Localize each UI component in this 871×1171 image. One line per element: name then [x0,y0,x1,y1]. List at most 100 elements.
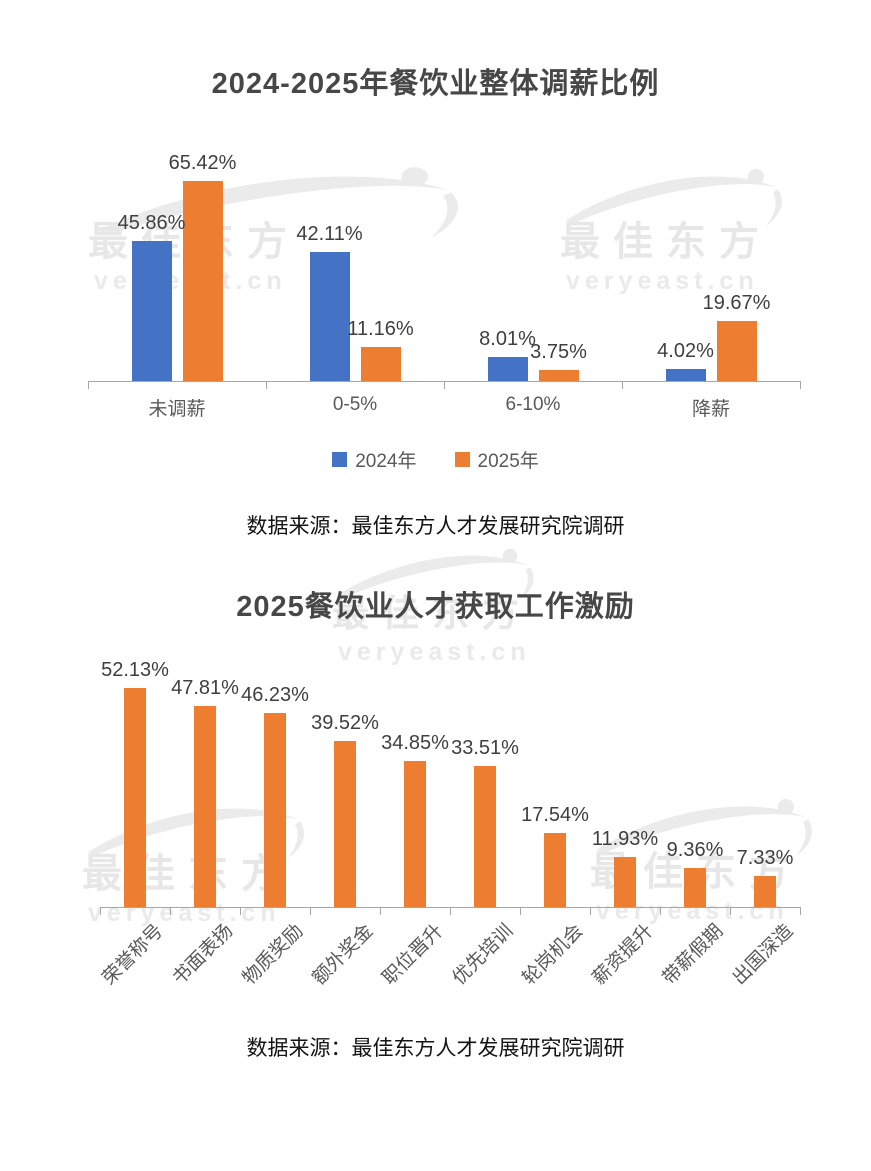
chart1-title: 2024-2025年餐饮业整体调薪比例 [211,68,660,100]
category-label: 书面表扬 [168,920,238,990]
category-label: 荣誉称号 [98,920,168,990]
bar-slot: 11.93% [592,676,658,907]
bar-2025-书面表扬 [194,706,216,907]
legend-swatch-icon [454,452,470,467]
category-label: 0-5% [332,394,378,415]
bar-group: 11.93% 薪资提升 [589,676,660,989]
axis-tick [800,381,801,389]
category-label: 职位晋升 [378,920,448,990]
value-label: 11.16% [347,317,414,340]
bar-2024年-0-5% [309,252,350,381]
bar-slot: 52.13% [101,659,169,907]
bar-slot: 33.51% [451,676,519,907]
category-label: 未调薪 [148,399,206,420]
value-label: 8.01% [479,327,536,350]
axis-tick [380,907,381,915]
value-label: 52.13% [101,659,169,682]
value-label: 47.81% [171,677,239,700]
bar-slot: 8.01% [479,167,536,381]
axis-tick [444,381,445,389]
category-label: 出国深造 [728,920,798,990]
legend-item-2025年: 2025年 [454,446,539,473]
bar-group: 9.36% 带薪假期 [659,676,730,989]
bar-group: 45.86% 65.42% 未调薪 [88,152,266,420]
value-label: 34.85% [381,731,449,754]
bar-slot: 65.42% [169,152,236,381]
bar-2025年-降薪 [716,320,757,381]
value-label: 4.02% [657,339,714,362]
axis-tick [240,907,241,915]
value-label: 3.75% [530,340,587,363]
bar-2025-优先培训 [474,766,496,907]
bar-slot: 34.85% [381,676,449,907]
bar-slot: 45.86% [118,167,185,381]
legend-label: 2025年 [477,451,539,472]
bar-2025年-未调薪 [182,181,223,381]
bar-slot: 3.75% [530,167,587,381]
bar-2025-带薪假期 [684,867,706,907]
category-label: 优先培训 [448,920,518,990]
bar-group: 7.33% 出国深造 [729,676,800,989]
bar-2025-职位晋升 [404,760,426,907]
bar-group: 46.23% 物质奖励 [239,676,310,989]
chart1-legend: 2024年 2025年 [0,446,871,473]
value-label: 33.51% [451,737,519,760]
bar-slot: 11.16% [347,167,414,381]
bar-group: 34.85% 职位晋升 [379,676,450,990]
axis-tick [100,907,101,915]
bar-group: 39.52% 额外奖金 [309,676,380,989]
chart2-plot-area: 52.13% 荣誉称号 47.81% 书面表扬 46.23% 物质奖励 39.52% 额外奖金… [99,659,801,990]
axis-tick [310,907,311,915]
axis-tick [730,907,731,915]
category-label: 薪资提升 [588,920,658,990]
watermark-domain: veryeast.cn [338,637,531,666]
value-label: 46.23% [241,683,309,706]
bar-group: 42.11% 11.16% 0-5% [266,167,444,415]
bar-group: 17.54% 轮岗机会 [519,676,590,989]
category-label: 物质奖励 [238,920,308,990]
bar-2025-薪资提升 [614,856,636,907]
bar-slot: 39.52% [311,676,379,907]
bar-slot: 46.23% [241,676,309,907]
category-label: 额外奖金 [308,920,378,990]
bar-2024年-降薪 [665,368,706,381]
axis-tick [170,907,171,915]
value-label: 17.54% [521,804,589,827]
bar-slot: 47.81% [171,676,239,907]
value-label: 39.52% [311,712,379,734]
legend-swatch-icon [332,452,348,467]
value-label: 11.93% [591,827,659,850]
chart2-source: 数据来源：最佳东方人才发展研究院调研 [246,1037,625,1060]
axis-tick [660,907,661,915]
bar-group: 8.01% 3.75% 6-10% [444,167,622,416]
bar-2025年-0-5% [360,346,401,381]
legend-label: 2024年 [355,451,417,472]
bar-slot: 17.54% [521,676,589,907]
value-label: 65.42% [168,152,237,174]
axis-tick [622,381,623,389]
value-label: 7.33% [736,847,794,870]
bar-slot: 7.33% [737,676,793,907]
axis-tick [266,381,267,389]
bar-slot: 9.36% [667,676,723,907]
category-label: 带薪假期 [658,920,728,990]
bar-2025-物质奖励 [264,712,286,907]
category-label: 6-10% [505,394,561,415]
bar-2025-额外奖金 [334,741,356,907]
bar-2025年-6-10% [538,369,579,381]
bar-group: 47.81% 书面表扬 [169,676,240,989]
bar-2024年-6-10% [487,356,528,381]
chart1-plot-area: 45.86% 65.42% 未调薪 42.11% 11.16% 0-5% 8.01% 3.75… [88,152,801,420]
legend-item-2024年: 2024年 [332,446,417,473]
bar-group: 33.51% 优先培训 [449,676,520,989]
axis-tick [88,381,89,389]
bar-slot: 42.11% [296,167,363,381]
bar-2025-荣誉称号 [124,688,146,907]
bar-group: 52.13% 荣誉称号 [99,659,170,989]
category-label: 降薪 [691,399,730,420]
value-label: 19.67% [702,291,771,314]
category-label: 轮岗机会 [518,920,588,990]
chart2-title: 2025餐饮业人才获取工作激励 [236,591,635,623]
value-label: 42.11% [296,223,363,246]
